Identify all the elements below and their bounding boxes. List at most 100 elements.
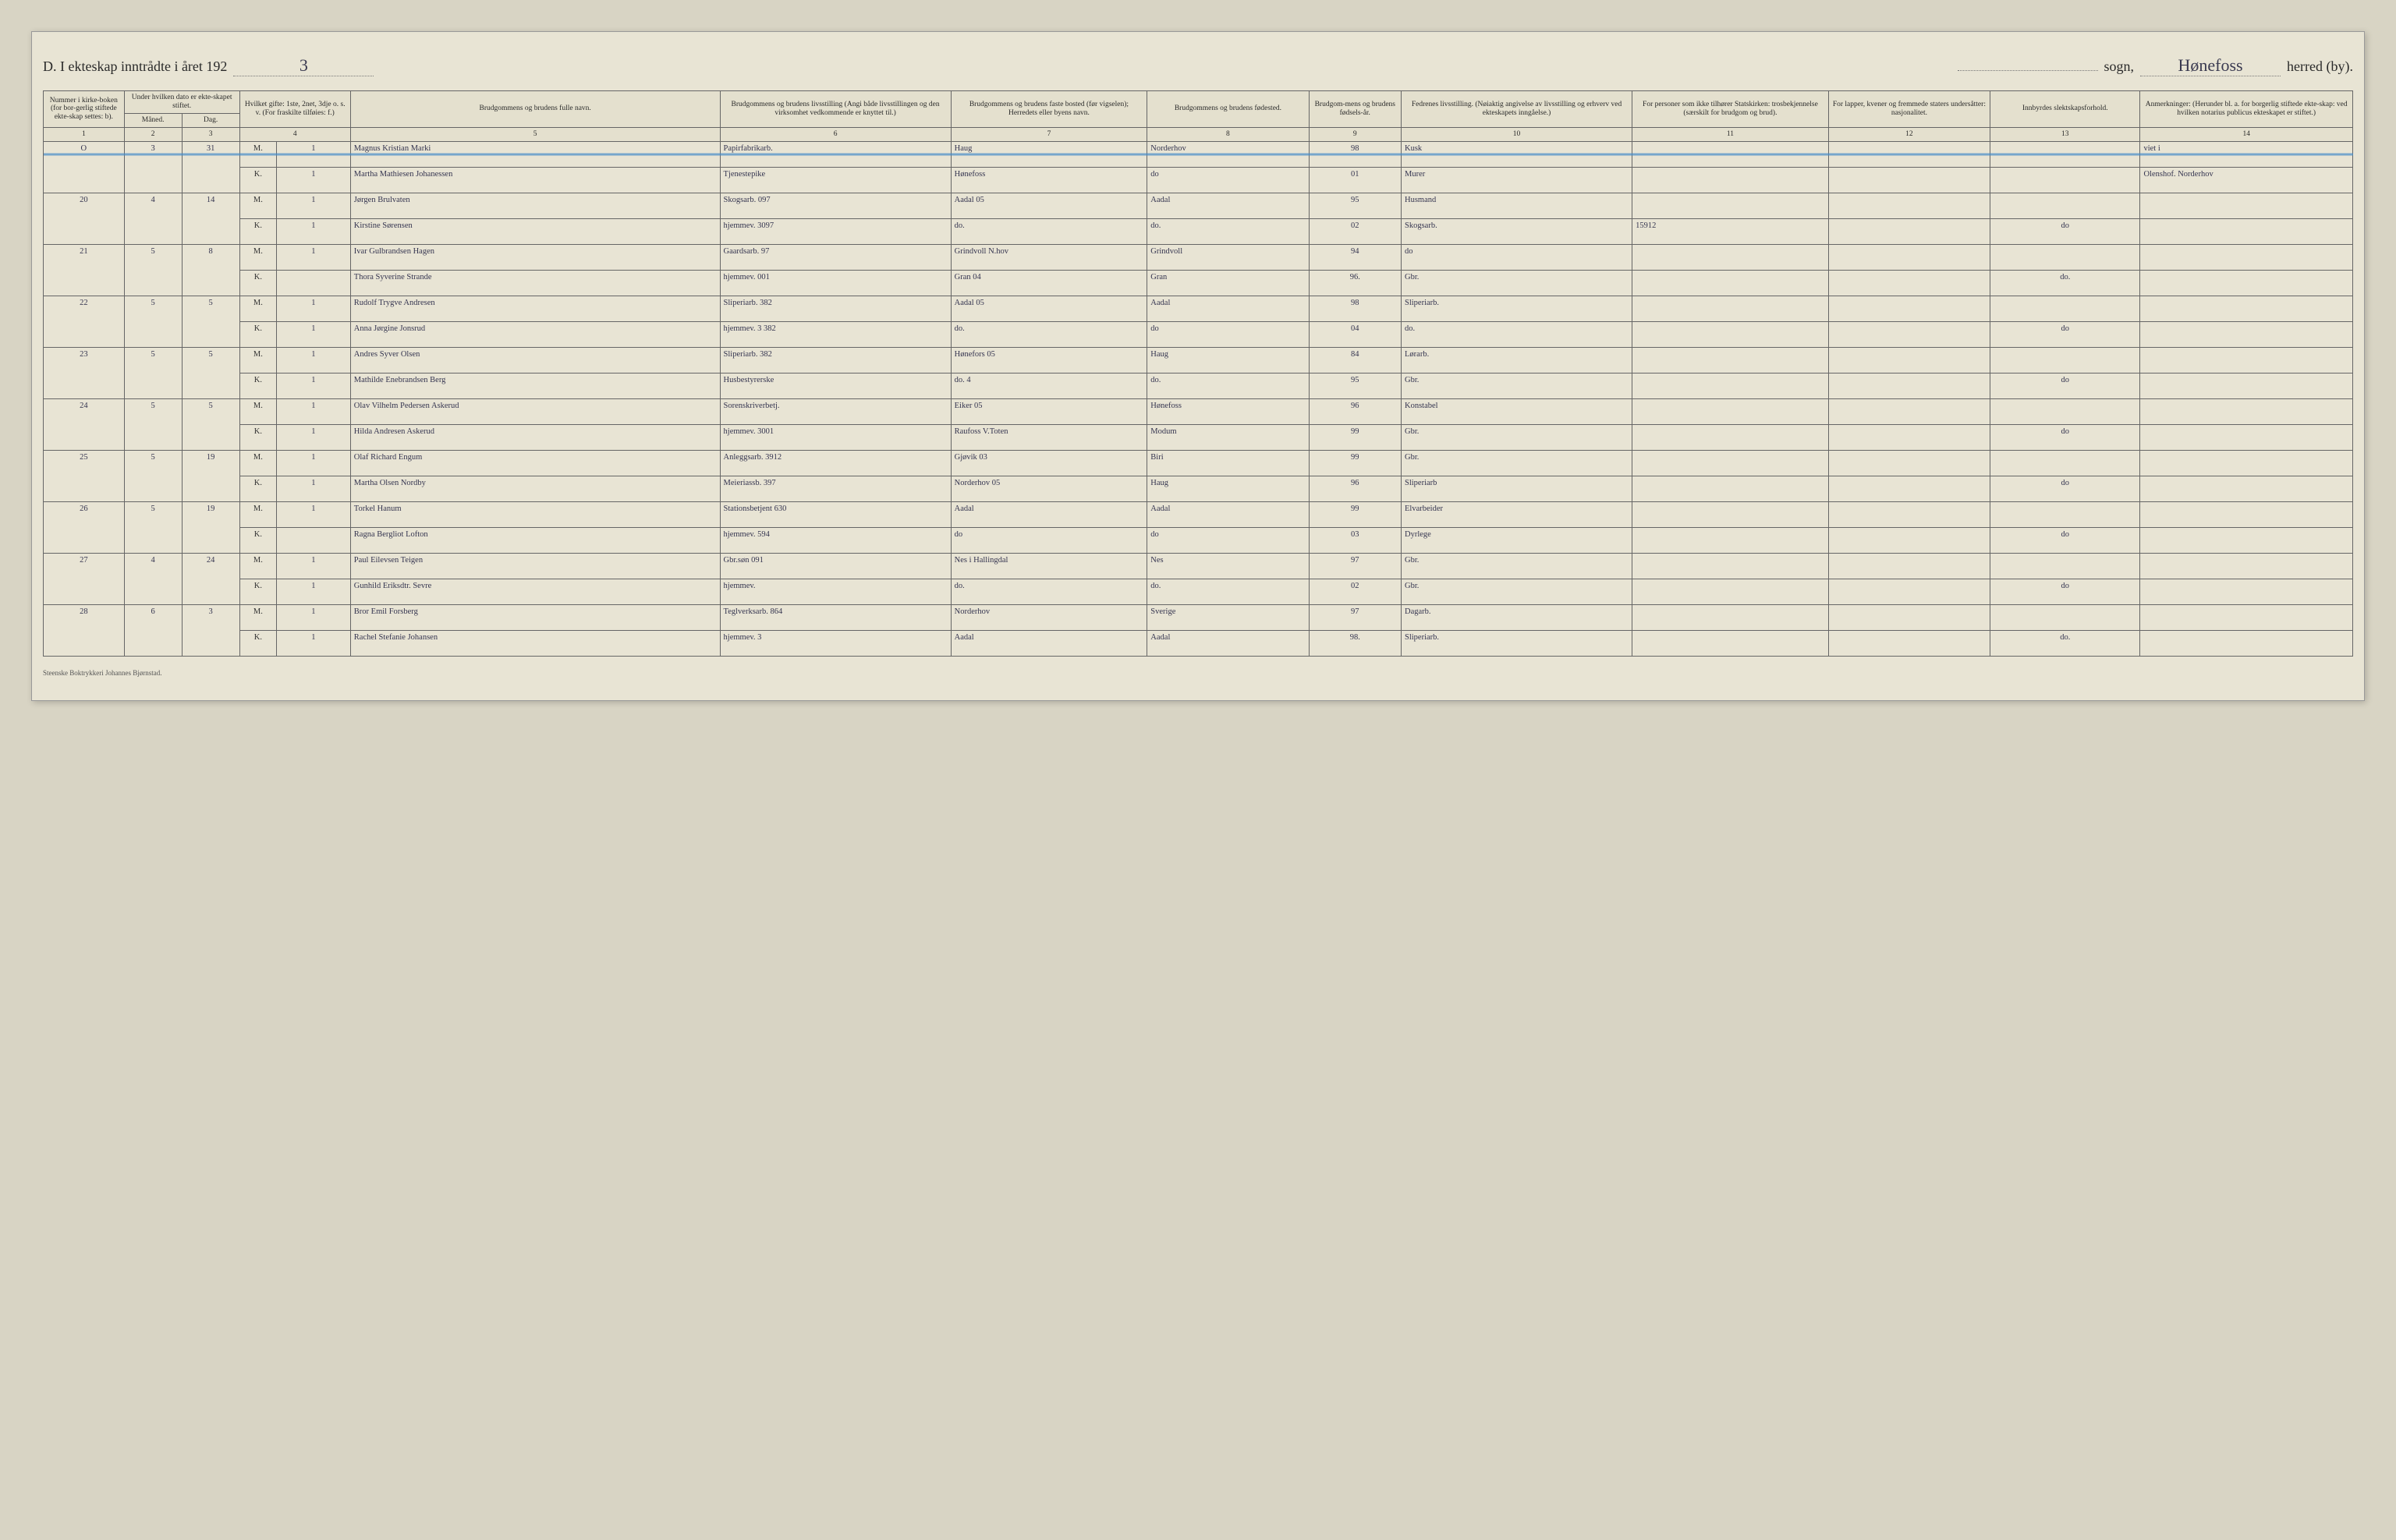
table-cell: 14 xyxy=(182,193,239,244)
table-cell: Aadal xyxy=(1147,501,1309,527)
table-cell: Jørgen Brulvaten xyxy=(350,193,720,218)
table-cell: 1 xyxy=(277,398,351,424)
table-cell: Hønefoss xyxy=(1147,398,1309,424)
table-cell: Anna Jørgine Jonsrud xyxy=(350,321,720,347)
table-cell: Husbestyrerske xyxy=(720,373,951,398)
col-5-header: Brudgommens og brudens fulle navn. xyxy=(350,91,720,128)
table-cell: do xyxy=(1990,373,2140,398)
table-row: 27424M.1Paul Eilevsen TeigenGbr.søn 091N… xyxy=(44,553,2353,579)
table-cell xyxy=(1990,141,2140,167)
table-cell xyxy=(1828,553,1990,579)
col-8-header: Brudgommens og brudens fødested. xyxy=(1147,91,1309,128)
colnum: 13 xyxy=(1990,127,2140,141)
table-cell xyxy=(1828,296,1990,321)
year-digit: 3 xyxy=(233,55,374,76)
colnum: 11 xyxy=(1632,127,1829,141)
table-cell xyxy=(1990,296,2140,321)
table-cell: Elvarbeider xyxy=(1402,501,1632,527)
table-cell xyxy=(1990,244,2140,270)
table-cell: hjemmev. 3001 xyxy=(720,424,951,450)
col-9-header: Brudgom-mens og brudens fødsels-år. xyxy=(1309,91,1401,128)
table-cell xyxy=(1632,579,1829,604)
table-cell: 4 xyxy=(124,193,182,244)
table-cell xyxy=(1632,398,1829,424)
table-row: K.1Martha Mathiesen JohanessenTjenestepi… xyxy=(44,167,2353,193)
col-13-header: Innbyrdes slektskapsforhold. xyxy=(1990,91,2140,128)
table-cell: 27 xyxy=(44,553,125,604)
table-cell xyxy=(1632,141,1829,167)
table-cell: Haug xyxy=(1147,347,1309,373)
table-cell xyxy=(1632,347,1829,373)
table-cell: Gran xyxy=(1147,270,1309,296)
table-cell: Gbr. xyxy=(1402,270,1632,296)
table-cell: hjemmev. xyxy=(720,579,951,604)
table-cell xyxy=(277,527,351,553)
table-cell xyxy=(1828,527,1990,553)
table-cell: 1 xyxy=(277,347,351,373)
table-cell xyxy=(2140,630,2352,656)
table-cell xyxy=(1828,450,1990,476)
table-cell: 96 xyxy=(1309,398,1401,424)
table-cell: K. xyxy=(239,630,276,656)
table-cell xyxy=(1828,270,1990,296)
table-cell: Meieriassb. 397 xyxy=(720,476,951,501)
table-row: 2158M.1Ivar Gulbrandsen HagenGaardsarb. … xyxy=(44,244,2353,270)
table-cell: K. xyxy=(239,527,276,553)
table-cell xyxy=(1828,347,1990,373)
table-cell: M. xyxy=(239,244,276,270)
table-cell xyxy=(1990,167,2140,193)
table-cell: Hønefors 05 xyxy=(951,347,1147,373)
table-cell xyxy=(2140,604,2352,630)
table-cell xyxy=(2140,501,2352,527)
table-cell: K. xyxy=(239,167,276,193)
table-cell: do. xyxy=(951,579,1147,604)
table-cell xyxy=(2140,373,2352,398)
colnum: 9 xyxy=(1309,127,1401,141)
table-cell: 1 xyxy=(277,553,351,579)
table-cell xyxy=(2140,347,2352,373)
table-cell: Rudolf Trygve Andresen xyxy=(350,296,720,321)
table-cell xyxy=(2140,579,2352,604)
table-cell: 15912 xyxy=(1632,218,1829,244)
table-cell: Sliperiarb xyxy=(1402,476,1632,501)
table-cell: Dagarb. xyxy=(1402,604,1632,630)
table-cell: Gbr. xyxy=(1402,579,1632,604)
table-cell: 25 xyxy=(44,450,125,501)
table-cell: Aadal 05 xyxy=(951,193,1147,218)
table-cell: 84 xyxy=(1309,347,1401,373)
table-cell: Sorenskriverbetj. xyxy=(720,398,951,424)
table-cell: M. xyxy=(239,398,276,424)
table-cell: Gbr. xyxy=(1402,553,1632,579)
table-cell: Sliperiarb. xyxy=(1402,630,1632,656)
table-cell: 1 xyxy=(277,167,351,193)
sogn-label: sogn, xyxy=(2104,58,2135,75)
table-row: 2355M.1Andres Syver OlsenSliperiarb. 382… xyxy=(44,347,2353,373)
table-cell: hjemmev. 594 xyxy=(720,527,951,553)
table-cell: Dyrlege xyxy=(1402,527,1632,553)
table-cell: 1 xyxy=(277,141,351,167)
table-cell: 5 xyxy=(182,398,239,450)
table-cell: K. xyxy=(239,218,276,244)
table-cell: Aadal 05 xyxy=(951,296,1147,321)
ledger-body: O331M.1Magnus Kristian MarkiPapirfabrika… xyxy=(44,141,2353,656)
table-cell: 1 xyxy=(277,476,351,501)
printer-footer: Steenske Boktrykkeri Johannes Bjørnstad. xyxy=(43,669,2353,677)
table-cell: Andres Syver Olsen xyxy=(350,347,720,373)
col-2a-header: Måned. xyxy=(124,113,182,127)
table-cell xyxy=(2140,527,2352,553)
table-cell xyxy=(1828,501,1990,527)
table-row: K.1Gunhild Eriksdtr. Sevrehjemmev.do.do.… xyxy=(44,579,2353,604)
table-cell: 4 xyxy=(124,553,182,604)
colnum: 14 xyxy=(2140,127,2352,141)
table-cell: 1 xyxy=(277,630,351,656)
table-cell xyxy=(2140,296,2352,321)
col-2b-header: Dag. xyxy=(182,113,239,127)
table-cell: do. xyxy=(1147,579,1309,604)
table-cell: 5 xyxy=(124,296,182,347)
table-cell: Hilda Andresen Askerud xyxy=(350,424,720,450)
table-cell: 19 xyxy=(182,501,239,553)
table-cell: Olav Vilhelm Pedersen Askerud xyxy=(350,398,720,424)
table-cell: 99 xyxy=(1309,450,1401,476)
table-cell xyxy=(1828,141,1990,167)
table-cell: 1 xyxy=(277,424,351,450)
